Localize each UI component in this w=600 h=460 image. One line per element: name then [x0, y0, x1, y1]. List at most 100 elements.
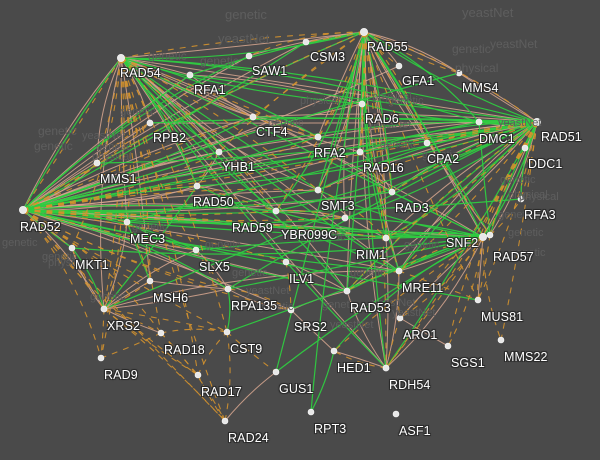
edge-yeastNet: [22, 55, 250, 211]
graph-node[interactable]: [517, 195, 525, 203]
graph-node[interactable]: [223, 328, 231, 336]
graph-node[interactable]: [497, 336, 505, 344]
edge-physical: [22, 72, 460, 211]
edge-yeastNet: [333, 350, 387, 369]
edge-physical: [120, 57, 538, 123]
edge-genetic: [22, 185, 198, 211]
edge-yeastNet: [22, 136, 319, 211]
edge-physical: [363, 31, 484, 238]
edge-physical: [310, 31, 365, 413]
edge-physical: [120, 57, 348, 292]
edge-genetic: [398, 121, 538, 272]
edge-yeastNet: [103, 288, 229, 310]
edge-yeastNet: [103, 270, 400, 310]
edge-genetic: [196, 185, 277, 212]
graph-node[interactable]: [194, 371, 202, 379]
edge-physical: [346, 236, 484, 292]
graph-node[interactable]: [330, 347, 338, 355]
graph-node[interactable]: [423, 139, 431, 147]
graph-node[interactable]: [475, 118, 483, 126]
graph-node[interactable]: [146, 277, 154, 285]
edge-genetic: [22, 136, 319, 211]
graph-node[interactable]: [93, 159, 101, 167]
graph-node[interactable]: [221, 417, 229, 425]
graph-node[interactable]: [486, 231, 494, 239]
edge-physical: [252, 116, 538, 123]
graph-node[interactable]: [356, 148, 364, 156]
graph-node[interactable]: [314, 186, 322, 194]
graph-node[interactable]: [186, 71, 194, 79]
graph-node[interactable]: [157, 329, 165, 337]
edge-genetic: [317, 189, 387, 239]
edge-yeastNet: [346, 290, 387, 369]
edge-yeastNet: [458, 72, 538, 123]
graph-node[interactable]: [474, 296, 482, 304]
graph-node[interactable]: [444, 342, 452, 350]
edge-genetic: [120, 57, 226, 422]
graph-node[interactable]: [359, 27, 368, 36]
graph-node[interactable]: [68, 244, 76, 252]
edge-genetic: [120, 57, 319, 191]
graph-node[interactable]: [314, 133, 322, 141]
graph-node[interactable]: [193, 182, 201, 190]
edge-genetic: [22, 209, 292, 311]
graph-node[interactable]: [146, 119, 154, 127]
graph-node[interactable]: [287, 306, 295, 314]
edge-genetic: [103, 308, 162, 334]
edge-genetic: [120, 57, 198, 187]
graph-node[interactable]: [395, 267, 403, 275]
edge-genetic: [126, 221, 151, 282]
graph-node[interactable]: [521, 144, 529, 152]
edge-physical: [22, 209, 197, 251]
graph-node[interactable]: [97, 354, 105, 362]
edge-genetic: [22, 209, 226, 422]
edge-yeastNet: [363, 31, 460, 74]
edge-yeastNet: [363, 31, 400, 272]
graph-node[interactable]: [272, 368, 280, 376]
edge-genetic: [252, 116, 319, 138]
edge-genetic: [22, 188, 319, 211]
graph-node[interactable]: [392, 410, 400, 418]
graph-node[interactable]: [388, 188, 396, 196]
edge-genetic: [103, 308, 226, 422]
graph-node[interactable]: [396, 314, 404, 322]
graph-node[interactable]: [302, 38, 310, 46]
graph-node[interactable]: [533, 118, 542, 127]
edge-genetic: [489, 147, 526, 236]
graph-node[interactable]: [478, 232, 487, 241]
edge-physical: [22, 116, 254, 211]
edge-genetic: [359, 121, 538, 153]
edge-genetic: [333, 350, 387, 369]
edge-genetic: [359, 151, 393, 193]
graph-node[interactable]: [18, 205, 27, 214]
graph-node[interactable]: [395, 62, 403, 70]
graph-node[interactable]: [455, 69, 463, 77]
graph-node[interactable]: [123, 218, 131, 226]
edge-genetic: [482, 236, 502, 341]
graph-node[interactable]: [100, 305, 108, 313]
edge-genetic: [71, 247, 105, 310]
graph-node[interactable]: [307, 408, 315, 416]
edge-genetic: [500, 121, 538, 341]
graph-node[interactable]: [245, 52, 253, 60]
graph-node[interactable]: [282, 258, 290, 266]
graph-node[interactable]: [382, 234, 390, 242]
edge-physical: [196, 185, 400, 272]
edge-genetic: [385, 121, 538, 239]
edge-genetic: [120, 57, 162, 334]
graph-node[interactable]: [117, 54, 126, 63]
graph-node[interactable]: [224, 285, 232, 293]
graph-node[interactable]: [192, 246, 200, 254]
edge-genetic: [227, 288, 292, 311]
edge-genetic: [100, 308, 105, 359]
graph-node[interactable]: [358, 100, 366, 108]
graph-node[interactable]: [272, 207, 280, 215]
edge-genetic: [447, 121, 538, 347]
graph-node[interactable]: [343, 287, 351, 295]
edge-physical: [22, 57, 122, 211]
graph-node[interactable]: [341, 214, 349, 222]
graph-node[interactable]: [382, 364, 390, 372]
graph-node[interactable]: [215, 148, 223, 156]
graph-node[interactable]: [249, 113, 257, 121]
